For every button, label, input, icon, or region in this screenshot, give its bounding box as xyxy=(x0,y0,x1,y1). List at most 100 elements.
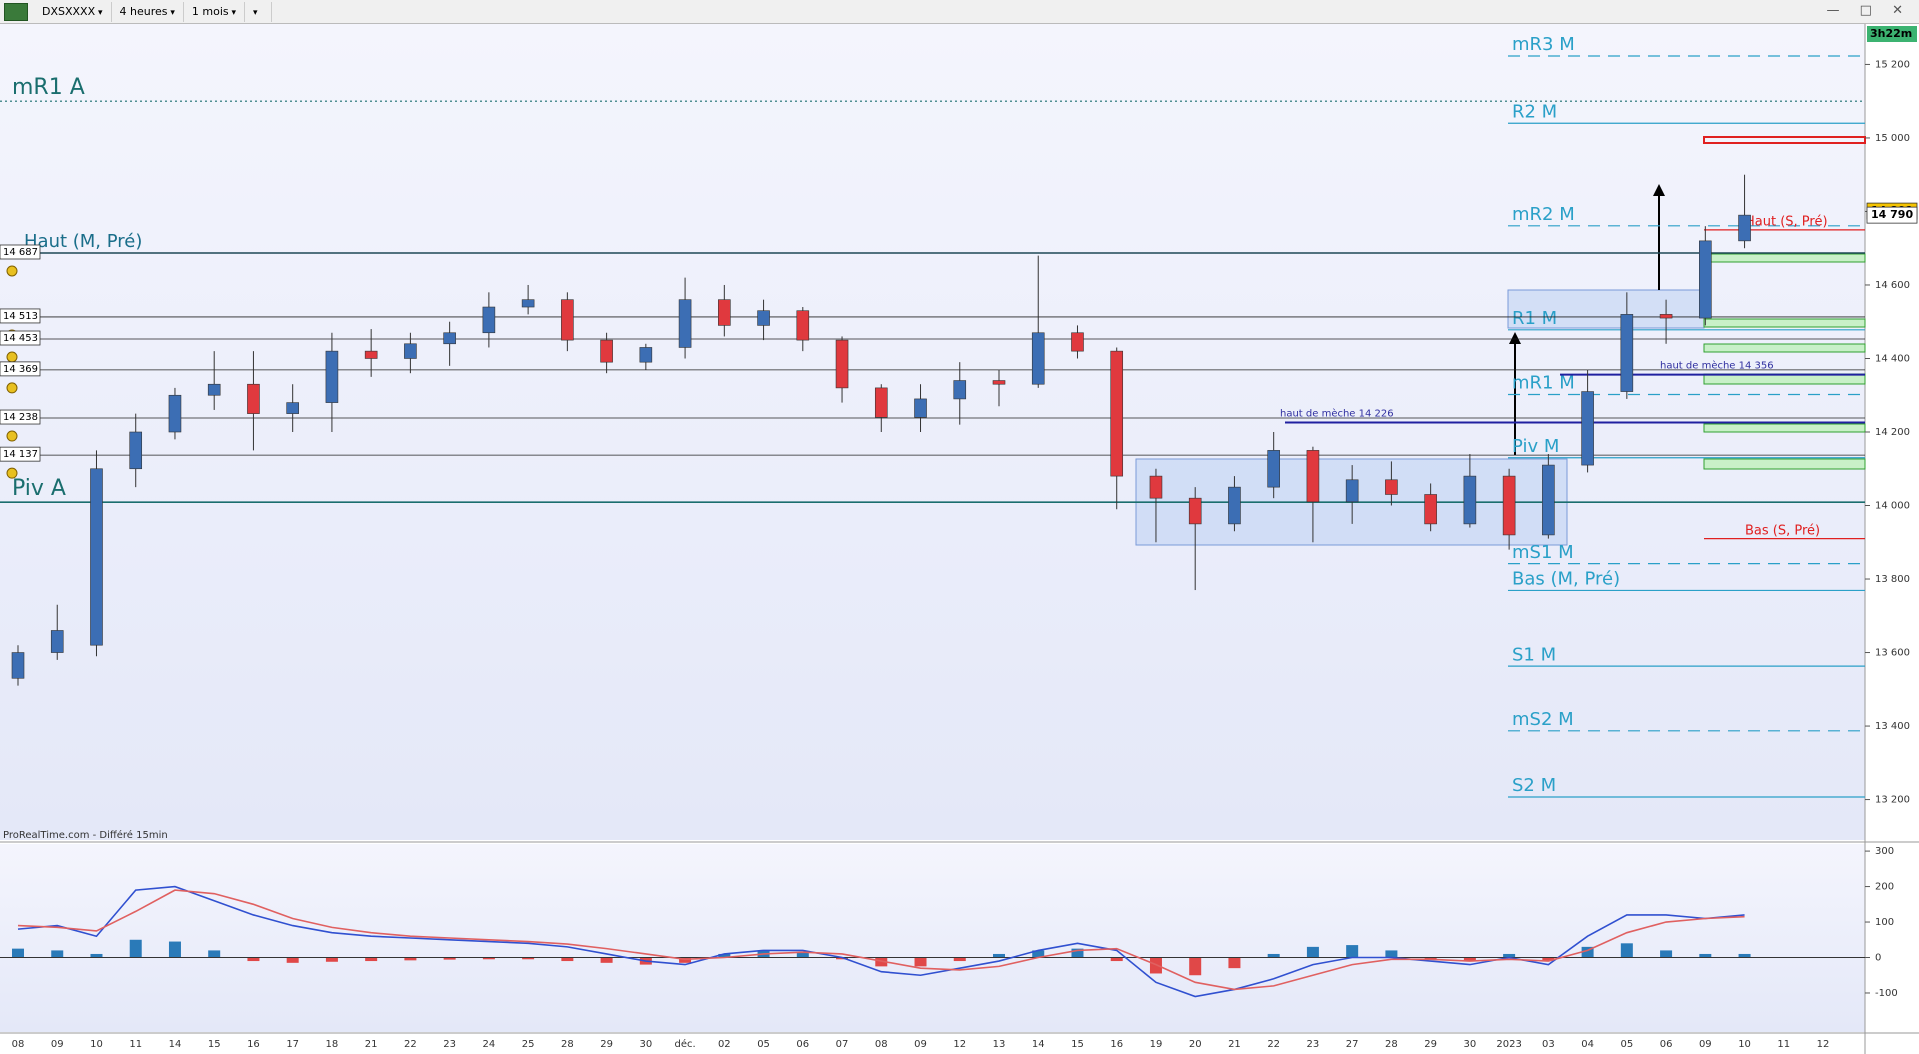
candle-body xyxy=(874,387,888,418)
price-tag xyxy=(0,409,41,425)
x-tick-label: 05 xyxy=(757,1039,770,1050)
candle-body xyxy=(1738,214,1751,242)
level-label: R1 M xyxy=(1512,308,1557,329)
y-tick-label: 15 000 xyxy=(1875,133,1910,144)
level-label: S1 M xyxy=(1512,644,1556,665)
histogram-bar xyxy=(522,957,535,960)
logo xyxy=(4,2,28,21)
candle-body xyxy=(1267,450,1280,488)
alert-icon xyxy=(6,265,18,277)
zone-box xyxy=(1703,423,1866,433)
level-label: mR1 M xyxy=(1512,373,1575,394)
candle-body xyxy=(1463,475,1477,525)
alert-icon xyxy=(6,382,18,394)
y-tick-label: 13 400 xyxy=(1875,721,1910,732)
x-tick-label: 12 xyxy=(1817,1039,1830,1050)
level-label: mR1 A xyxy=(12,75,85,100)
x-tick-label: 29 xyxy=(1424,1039,1437,1050)
x-tick-label: 10 xyxy=(90,1039,103,1050)
histogram-bar xyxy=(1346,945,1359,958)
y-tick-label: 300 xyxy=(1875,846,1894,857)
histogram-bar xyxy=(1306,946,1319,958)
histogram-bar xyxy=(1542,957,1555,962)
annotation-text: haut de mèche 14 226 xyxy=(1280,407,1394,419)
candle-body xyxy=(50,630,64,653)
window-buttons[interactable]: — □ ✕ xyxy=(1826,3,1911,18)
histogram-bar xyxy=(600,957,613,963)
histogram-bar xyxy=(12,948,24,958)
y-tick-label: -100 xyxy=(1875,988,1898,999)
candle-body xyxy=(1385,479,1398,495)
candle-body xyxy=(482,306,496,334)
y-tick-label: 15 200 xyxy=(1875,59,1910,70)
y-tick-label: 13 200 xyxy=(1875,795,1910,806)
y-tick-label: 100 xyxy=(1875,917,1894,928)
y-tick-label: 0 xyxy=(1875,953,1881,964)
candle-body xyxy=(129,431,143,470)
countdown: 3h22m xyxy=(1870,27,1912,40)
candle-body xyxy=(1424,494,1437,525)
candle-body xyxy=(168,394,182,433)
y-tick-label: 200 xyxy=(1875,882,1894,893)
x-tick-label: 16 xyxy=(1110,1039,1123,1050)
histogram-bar xyxy=(796,952,809,958)
x-tick-label: 08 xyxy=(12,1039,25,1050)
x-tick-label: 02 xyxy=(718,1039,731,1050)
indicator-panel xyxy=(0,844,1865,1032)
x-tick-label: 14 xyxy=(169,1039,182,1050)
level-label: mS2 M xyxy=(1512,709,1574,730)
x-tick-label: 2023 xyxy=(1496,1039,1521,1050)
candle-body xyxy=(992,380,1006,385)
candle-body xyxy=(11,652,25,679)
price-tag-label: 14 790 xyxy=(1871,208,1913,221)
x-tick-label: 13 xyxy=(993,1039,1006,1050)
annotation-text: haut de mèche 14 356 xyxy=(1660,360,1774,372)
histogram-bar xyxy=(1581,946,1594,958)
histogram-bar xyxy=(1699,953,1712,958)
level-label: mS1 M xyxy=(1512,542,1574,563)
histogram-bar xyxy=(679,957,692,963)
level-label: Haut (S, Pré) xyxy=(1745,215,1828,230)
histogram-bar xyxy=(51,950,64,958)
timeframe-select[interactable]: 4 heures xyxy=(112,1,184,22)
info-button[interactable] xyxy=(245,1,273,22)
x-tick-label: 30 xyxy=(639,1039,652,1050)
price-tag-label: 14 513 xyxy=(3,311,38,322)
level-label: Bas (M, Pré) xyxy=(1512,569,1620,590)
candle-body xyxy=(1149,475,1163,499)
x-tick-label: 12 xyxy=(953,1039,966,1050)
histogram-bar xyxy=(718,953,731,958)
toolbar: DXSXXXX 4 heures 1 mois — □ ✕ xyxy=(0,0,1919,24)
candle-body xyxy=(364,350,378,359)
x-tick-label: 08 xyxy=(875,1039,888,1050)
candle-body xyxy=(286,402,299,414)
x-tick-label: 23 xyxy=(1307,1039,1320,1050)
candle-body xyxy=(1071,332,1084,352)
price-tag xyxy=(0,244,41,260)
period-select[interactable]: 1 mois xyxy=(184,1,246,22)
histogram-bar xyxy=(1660,950,1673,958)
histogram-bar xyxy=(993,953,1005,958)
candle-body xyxy=(404,343,417,359)
candle-body xyxy=(1188,497,1202,525)
candle-body xyxy=(718,299,731,326)
histogram-bar xyxy=(561,957,574,962)
level-label: Piv A xyxy=(12,476,66,501)
histogram-bar xyxy=(1503,953,1516,958)
x-tick-label: 09 xyxy=(51,1039,64,1050)
price-panel xyxy=(0,24,1865,840)
histogram-bar xyxy=(443,957,456,960)
alert-icon xyxy=(6,467,18,479)
zone-box xyxy=(1703,318,1866,328)
candle-body xyxy=(1581,391,1594,466)
y-tick-label: 14 600 xyxy=(1875,280,1910,291)
indicator-line xyxy=(17,885,1745,998)
alert-icon xyxy=(6,351,18,363)
price-tag-label: 14 369 xyxy=(3,364,38,375)
alert-icon xyxy=(6,430,18,442)
arrow-head xyxy=(1653,184,1665,196)
histogram-bar xyxy=(247,957,260,962)
x-tick-label: déc. xyxy=(674,1038,695,1050)
price-tag xyxy=(0,361,41,377)
symbol-select[interactable]: DXSXXXX xyxy=(34,1,112,22)
